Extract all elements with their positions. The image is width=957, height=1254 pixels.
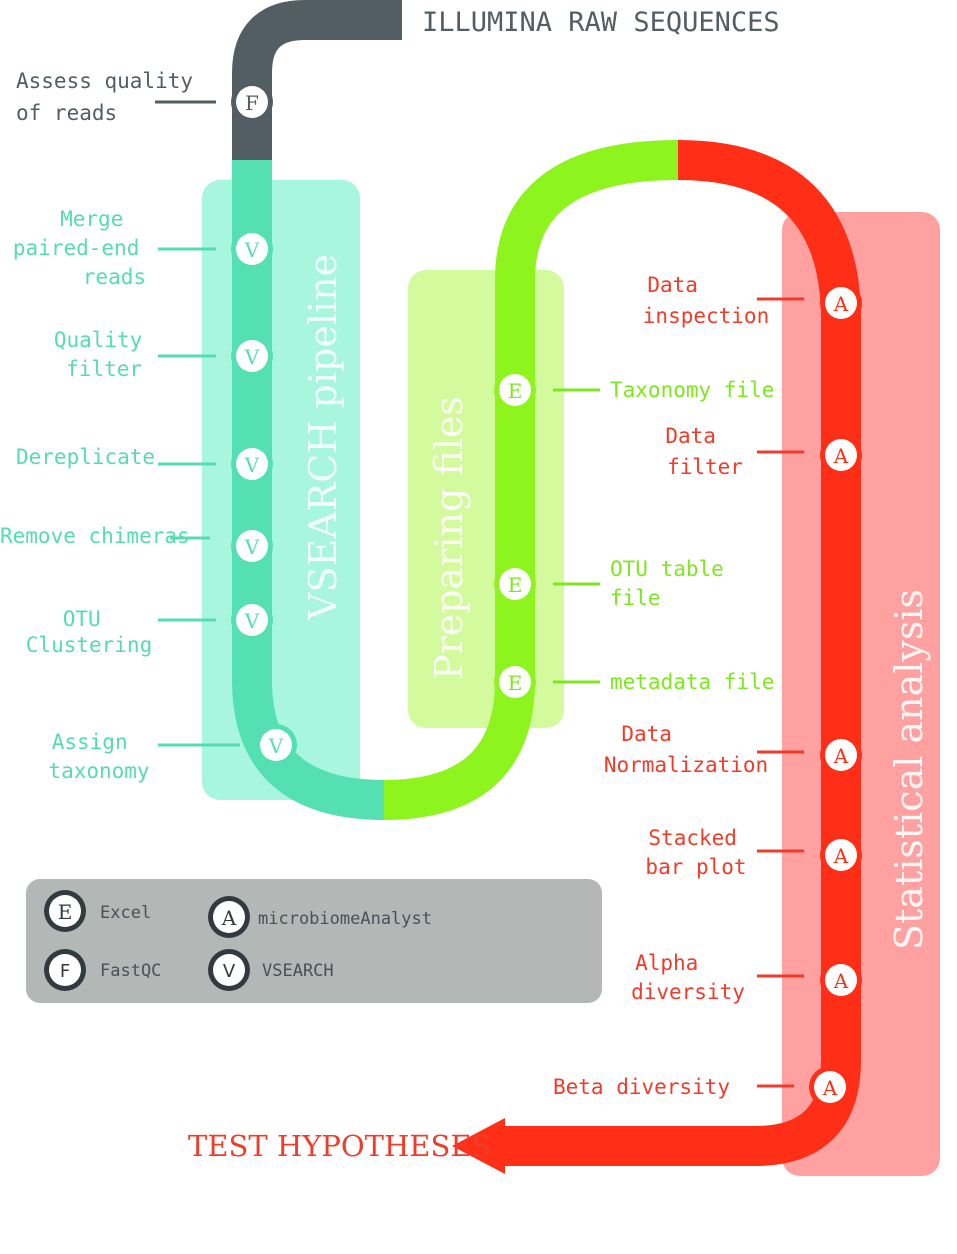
station-otu-clustering: V [231,599,273,641]
legend-key: E [58,900,73,924]
station-stacked-bar: A [820,834,862,876]
label-data-filter: Data filter [665,424,743,479]
label-assess-quality: Assess quality of reads [16,69,206,125]
station-data-inspection: A [820,282,862,324]
badge-letter: E [508,573,523,597]
legend-item-excel: E Excel [44,890,151,932]
station-assess-quality: F [231,81,273,123]
label-quality-filter: Quality filter [54,328,155,381]
badge-letter: E [508,379,523,403]
vsearch-line [232,160,385,820]
badge-letter: V [244,535,260,559]
badge-letter: A [833,969,849,993]
badge-letter: A [822,1076,838,1100]
label-assign-taxonomy: Assign taxonomy [48,730,149,783]
vsearch-section-title: VSEARCH pipeline [301,254,345,621]
legend-key: F [60,961,70,982]
badge-letter: V [268,734,284,758]
badge-letter: V [244,345,260,369]
diagram-title: ILLUMINA RAW SEQUENCES [422,7,780,38]
station-assign-taxonomy: V [255,724,297,766]
station-dereplicate: V [231,443,273,485]
station-remove-chimeras: V [231,525,273,567]
station-merge: V [231,228,273,270]
legend-item-fastqc: F FastQC [44,949,161,991]
raw-sequence-line [232,0,402,160]
legend-key: A [221,906,237,930]
legend-label: FastQC [100,961,161,981]
badge-letter: A [833,444,849,468]
label-beta-diversity: Beta diversity [553,1075,730,1099]
end-arrowhead [452,1118,505,1174]
legend-label: Excel [100,903,151,923]
legend-label: microbiomeAnalyst [258,909,432,929]
station-data-filter: A [820,434,862,476]
label-merge: Merge paired-end reads [13,207,152,289]
label-otu-table-file: OTU table file [610,557,736,610]
label-metadata-file: metadata file [610,670,774,694]
connector-ticks [155,100,804,1088]
station-alpha-diversity: A [820,959,862,1001]
station-beta-diversity: A [809,1066,851,1108]
legend-key: V [223,961,236,982]
label-taxonomy-file: Taxonomy file [610,378,774,402]
legend-item-vsearch: V VSEARCH [208,949,334,991]
legend-item-microbiomeanalyst: A microbiomeAnalyst [208,896,432,938]
legend-box [26,879,602,1003]
badge-letter: E [508,671,523,695]
station-quality-filter: V [231,335,273,377]
end-label: TEST HYPOTHESES [188,1129,491,1163]
station-metadata-file: E [494,661,536,703]
files-section-title: Preparing files [427,396,471,680]
badge-letter: A [833,844,849,868]
label-alpha-diversity: Alpha diversity [631,951,745,1004]
badge-letter: V [244,453,260,477]
station-otu-table-file: E [494,563,536,605]
label-otu-clustering: OTU Clustering [26,607,152,657]
station-data-normalization: A [820,734,862,776]
label-stacked-bar: Stacked bar plot [645,826,749,879]
files-line [383,140,679,820]
badge-letter: A [833,744,849,768]
label-data-inspection: Data inspection [643,273,769,328]
legend-label: VSEARCH [262,961,334,981]
label-remove-chimeras: Remove chimeras [0,524,190,548]
label-data-normalization: Data Normalization [604,722,768,777]
stats-section-title: Statistical analysis [887,589,931,950]
badge-letter: V [244,609,260,633]
badge-letter: V [244,238,260,262]
label-dereplicate: Dereplicate [16,445,155,469]
badge-letter: A [833,292,849,316]
station-taxonomy-file: E [494,369,536,411]
badge-letter: F [245,91,259,115]
